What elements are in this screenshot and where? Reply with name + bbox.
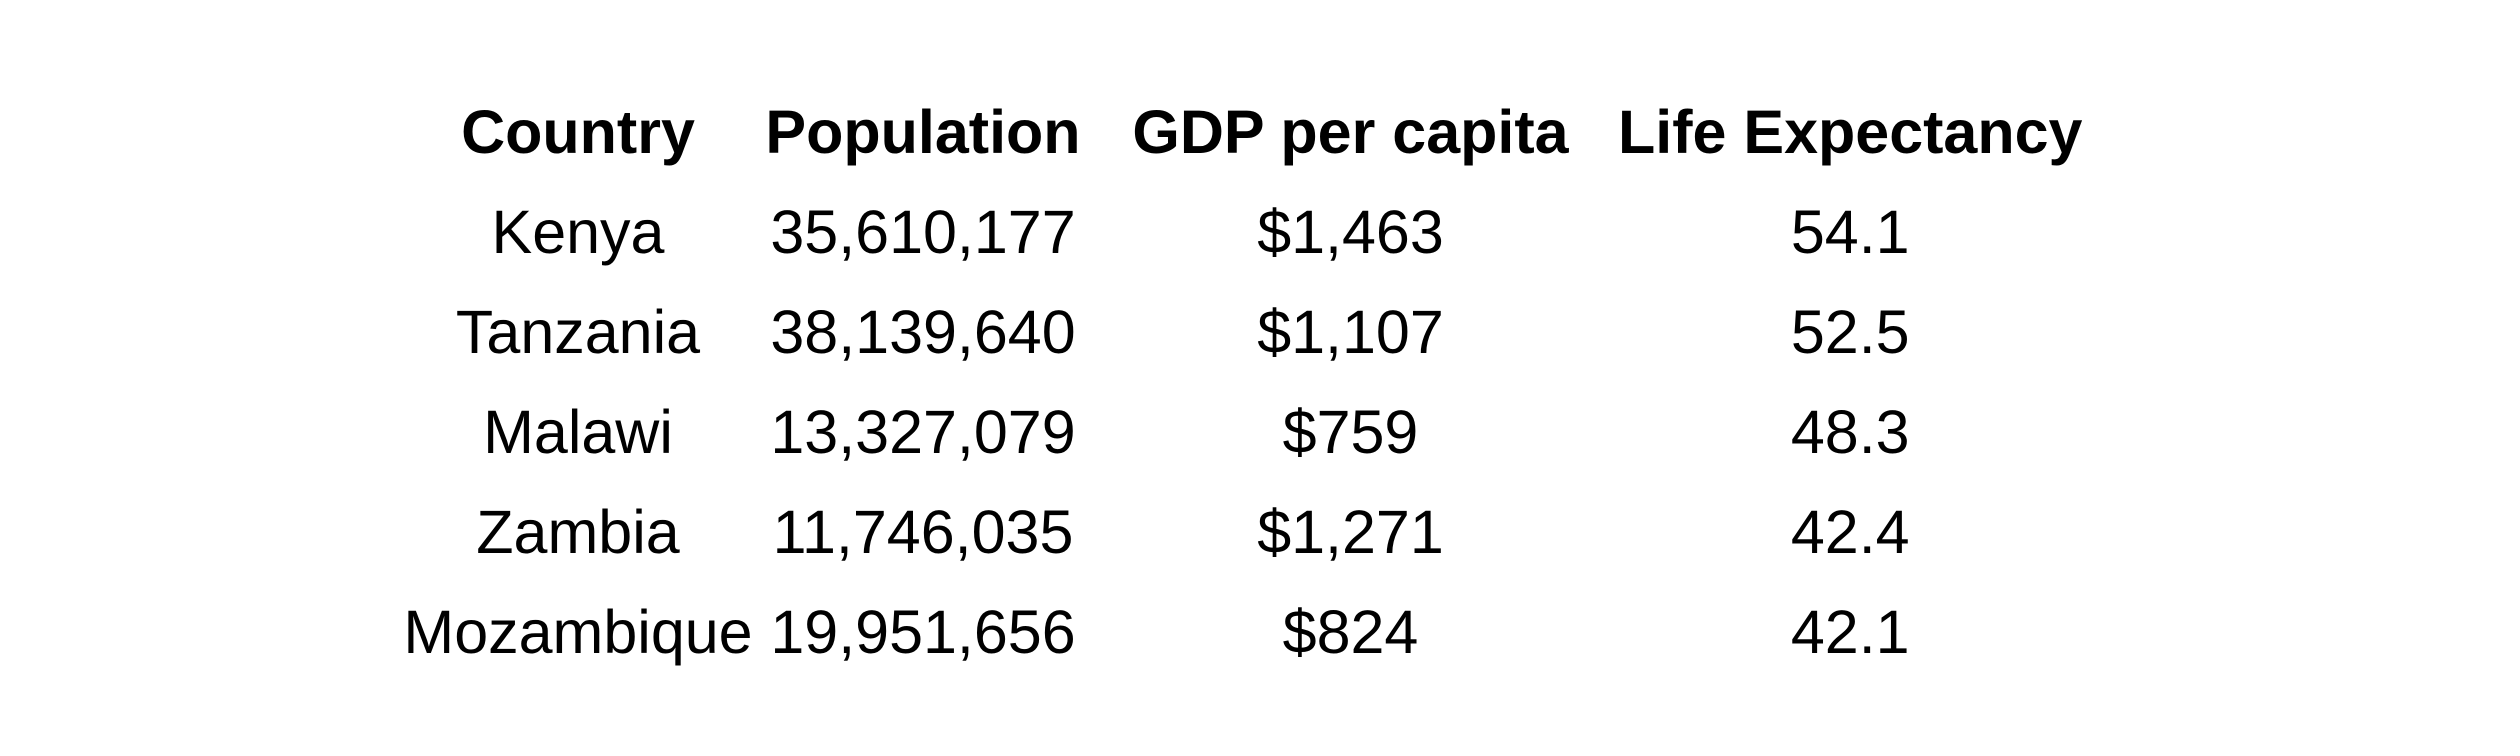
cell-gdp-per-capita: $1,463 [1257, 197, 1444, 266]
cell-country: Mozambique [403, 597, 753, 666]
cell-country: Zambia [476, 497, 680, 566]
cell-life-expectancy: 54.1 [1790, 197, 1910, 266]
cell-gdp-per-capita: $824 [1282, 597, 1419, 666]
header-life-expectancy: Life Expectancy [1618, 97, 2083, 166]
cell-country: Malawi [483, 397, 673, 466]
country-statistics-table: Country Population GDP per capita Life E… [393, 82, 2082, 682]
cell-life-expectancy: 48.3 [1790, 397, 1910, 466]
cell-population: 13,327,079 [770, 397, 1076, 466]
cell-population: 35,610,177 [770, 197, 1076, 266]
table-row: Tanzania 38,139,640 $1,107 52.5 [393, 282, 2082, 382]
table-header-row: Country Population GDP per capita Life E… [393, 82, 2082, 182]
cell-gdp-per-capita: $1,107 [1257, 297, 1444, 366]
table-row: Kenya 35,610,177 $1,463 54.1 [393, 182, 2082, 282]
cell-gdp-per-capita: $1,271 [1257, 497, 1444, 566]
header-gdp-per-capita: GDP per capita [1132, 97, 1569, 166]
header-population: Population [765, 97, 1081, 166]
header-country: Country [461, 97, 695, 166]
cell-country: Kenya [491, 197, 665, 266]
cell-population: 11,746,035 [772, 497, 1074, 566]
table-row: Malawi 13,327,079 $759 48.3 [393, 382, 2082, 482]
cell-life-expectancy: 42.1 [1790, 597, 1910, 666]
cell-country: Tanzania [455, 297, 701, 366]
cell-population: 38,139,640 [770, 297, 1076, 366]
cell-population: 19,951,656 [770, 597, 1076, 666]
cell-life-expectancy: 52.5 [1790, 297, 1910, 366]
cell-life-expectancy: 42.4 [1790, 497, 1910, 566]
table-row: Mozambique 19,951,656 $824 42.1 [393, 582, 2082, 682]
cell-gdp-per-capita: $759 [1282, 397, 1419, 466]
table-row: Zambia 11,746,035 $1,271 42.4 [393, 482, 2082, 582]
